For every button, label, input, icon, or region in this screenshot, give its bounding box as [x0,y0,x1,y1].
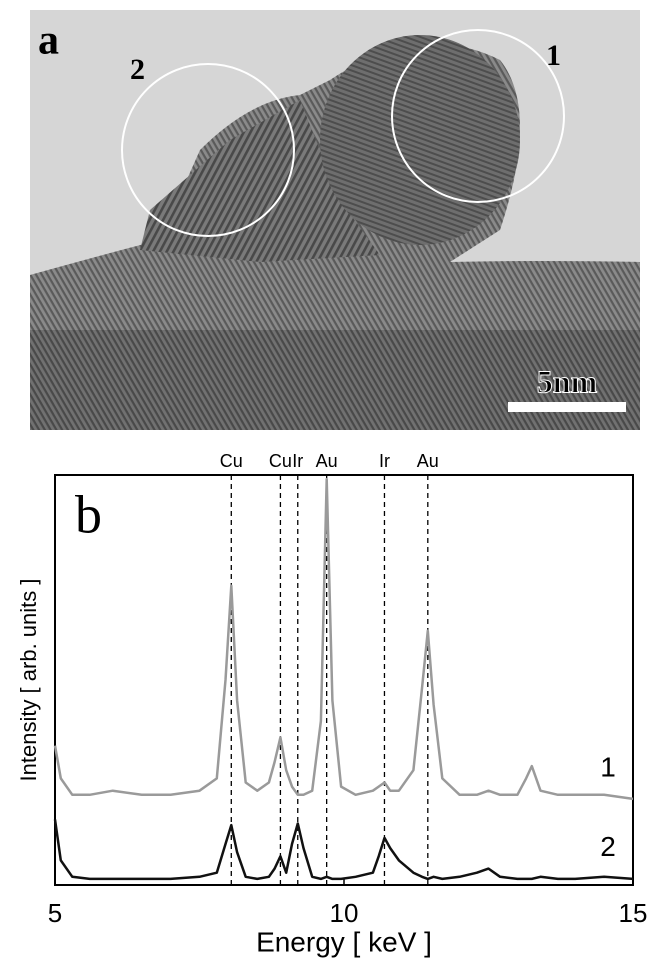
x-tick-label: 5 [48,898,62,928]
peak-label: Ir [292,451,303,471]
y-axis-label: Intensity [ arb. units ] [16,579,41,782]
panel-label: a [38,18,59,64]
peak-label: Au [417,451,439,471]
series-label: 2 [600,831,616,862]
peak-label: Ir [379,451,390,471]
spectrum-line [53,819,634,881]
spectrum-line [53,477,634,801]
x-axis-label: Energy [ keV ] [256,926,432,957]
plot-frame [54,474,634,886]
panel-label: b [75,484,102,544]
peak-label: Cu [269,451,292,471]
peak-label: Cu [220,451,243,471]
x-tick-label: 10 [330,898,359,928]
region-label: 2 [130,53,145,86]
series-label: 1 [600,751,616,782]
x-tick-label: 15 [619,898,648,928]
tem-image [30,10,640,430]
scale-bar-label: 5nm [537,363,598,399]
peak-label: Au [316,451,338,471]
region-label: 1 [546,39,561,72]
